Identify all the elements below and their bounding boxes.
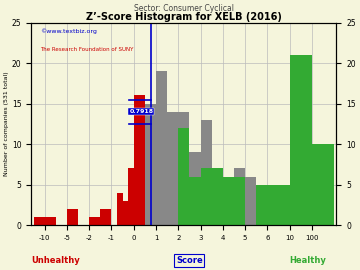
Bar	[267, 185, 279, 225]
Bar	[223, 177, 234, 225]
Text: Unhealthy: Unhealthy	[31, 256, 80, 265]
Text: 0.7918: 0.7918	[129, 109, 153, 114]
Bar	[201, 120, 212, 225]
Bar	[134, 96, 145, 225]
Bar	[256, 185, 267, 225]
Text: Healthy: Healthy	[289, 256, 326, 265]
Bar	[100, 209, 112, 225]
Title: Z’-Score Histogram for XELB (2016): Z’-Score Histogram for XELB (2016)	[86, 12, 282, 22]
Bar	[201, 168, 212, 225]
Bar	[178, 112, 189, 225]
Text: The Research Foundation of SUNY: The Research Foundation of SUNY	[40, 47, 134, 52]
Bar	[312, 144, 334, 225]
Bar	[89, 217, 100, 225]
Bar	[234, 177, 245, 225]
Bar	[67, 209, 78, 225]
Bar	[33, 217, 56, 225]
Bar	[167, 112, 178, 225]
Bar	[212, 168, 223, 225]
Bar	[245, 177, 256, 225]
Bar	[189, 152, 201, 225]
Bar	[128, 168, 134, 225]
Bar	[212, 168, 223, 225]
Bar	[189, 177, 201, 225]
Bar	[145, 104, 156, 225]
Bar	[156, 71, 167, 225]
Bar	[223, 177, 234, 225]
Text: Score: Score	[176, 256, 203, 265]
Bar	[234, 168, 245, 225]
Bar	[178, 128, 189, 225]
Text: Sector: Consumer Cyclical: Sector: Consumer Cyclical	[134, 4, 234, 14]
Bar	[117, 193, 123, 225]
Bar	[123, 201, 128, 225]
Bar	[256, 185, 267, 225]
Text: ©www.textbiz.org: ©www.textbiz.org	[40, 29, 97, 34]
Bar	[279, 185, 290, 225]
Y-axis label: Number of companies (531 total): Number of companies (531 total)	[4, 72, 9, 176]
Bar	[290, 55, 312, 225]
